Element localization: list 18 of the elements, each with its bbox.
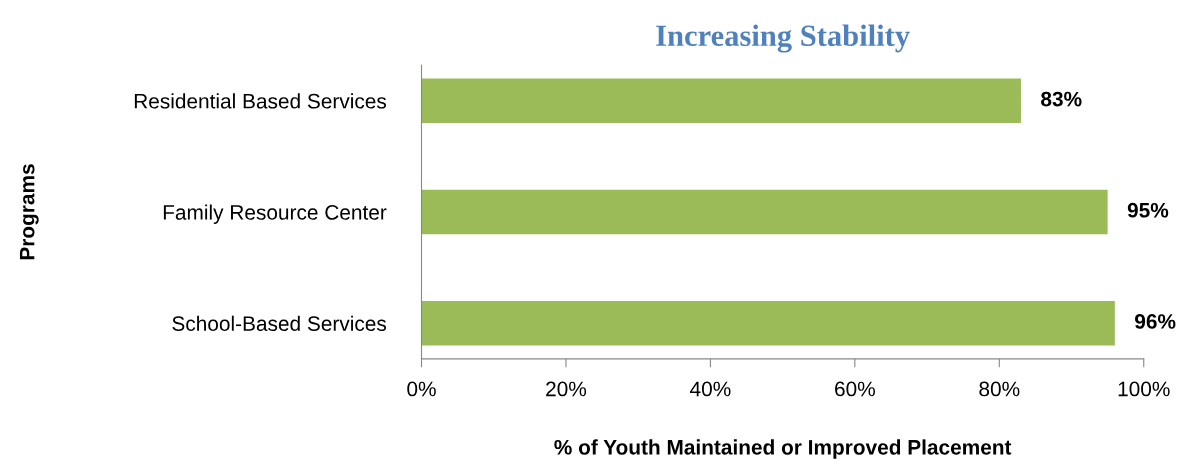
chart-title: Increasing Stability <box>656 24 910 53</box>
x-tick-label: 80% <box>979 381 1020 397</box>
x-tick-label: 0% <box>407 381 436 397</box>
x-tick-label: 40% <box>690 381 731 397</box>
y-axis-title: Programs <box>19 164 39 260</box>
y-tick-label: School-Based Services <box>172 315 387 331</box>
bar <box>421 78 1021 124</box>
y-tick-label: Family Resource Center <box>163 204 387 224</box>
x-tick-label: 20% <box>546 381 587 397</box>
data-label: 95% <box>1127 202 1169 218</box>
data-label: 96% <box>1135 314 1176 329</box>
x-tick-label: 100% <box>1118 381 1170 397</box>
x-tick-label: 60% <box>835 381 875 397</box>
data-label: 83% <box>1041 91 1082 107</box>
y-tick-label: Residential Based Services <box>134 93 387 109</box>
bar <box>421 300 1115 346</box>
x-axis-title: % of Youth Maintained or Improved Placement <box>554 439 1012 459</box>
bar <box>421 189 1108 235</box>
